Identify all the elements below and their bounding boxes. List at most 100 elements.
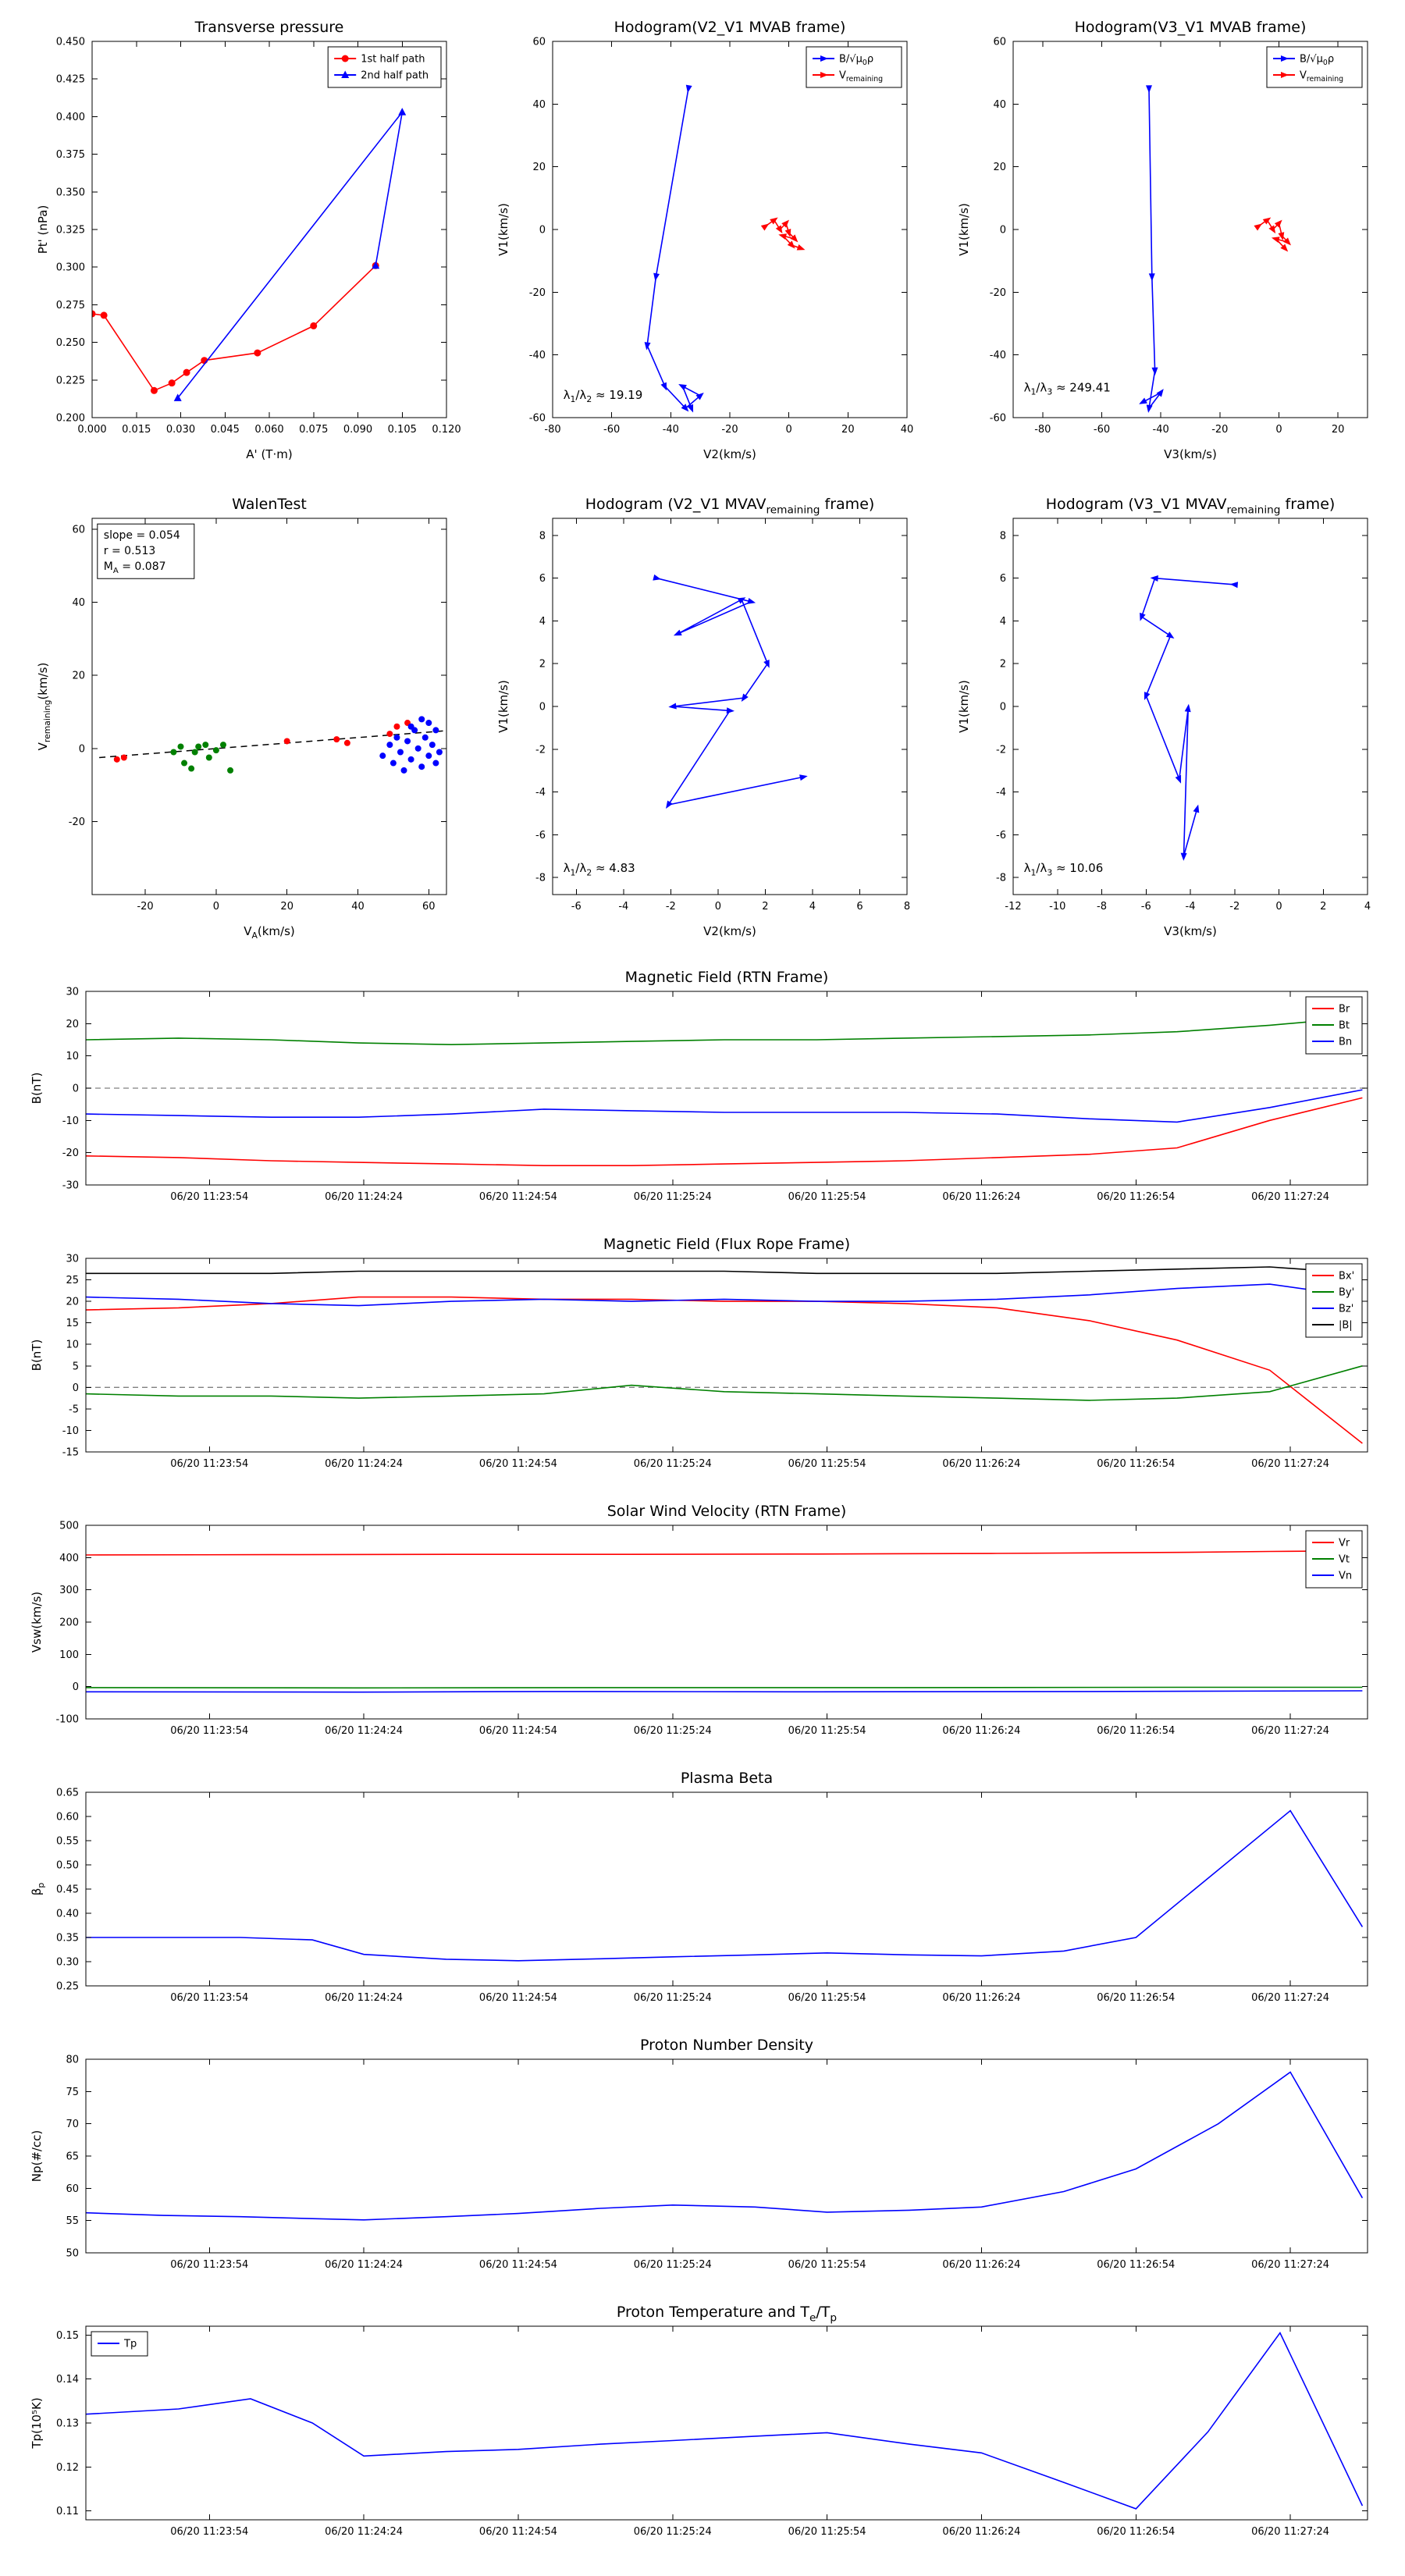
marker-dot [422, 734, 429, 741]
y-tick-label: 0.13 [56, 2418, 79, 2430]
series-Br [86, 1097, 1363, 1166]
y-tick-label: 0.350 [56, 187, 85, 198]
y-tick-label: 0.225 [56, 375, 85, 386]
marker-arrow [1268, 225, 1276, 234]
marker-dot [202, 742, 209, 749]
marker-arrow [1180, 852, 1187, 861]
y-tick-label: -20 [62, 1147, 79, 1159]
marker-triangle [173, 393, 182, 401]
y-axis-label: Vsw(km/s) [30, 1592, 44, 1653]
axes-frame [1012, 41, 1368, 418]
marker-dot [170, 749, 177, 756]
annotation: λ1/λ2 ≈ 4.83 [564, 861, 635, 877]
x-tick-label: 0.060 [254, 424, 283, 436]
y-tick-label: 40 [993, 99, 1006, 111]
marker-arrow [763, 660, 770, 668]
y-tick-label: 60 [993, 37, 1006, 48]
y-tick-label: 0.425 [56, 74, 85, 86]
marker-dot [414, 745, 422, 752]
marker-dot [389, 760, 397, 767]
marker-dot [386, 731, 393, 738]
legend-label: B/√μ0ρ [839, 54, 873, 68]
y-tick-label: 75 [66, 2087, 79, 2098]
series-Vn [86, 1690, 1363, 1693]
series-Tp [86, 2331, 1364, 2510]
axes-frame [1012, 518, 1368, 895]
annotation-line: MA = 0.087 [104, 560, 166, 575]
marker-dot [343, 739, 350, 746]
x-tick-label: 06/20 11:24:54 [479, 1725, 557, 1737]
x-tick-label: 06/20 11:24:54 [479, 1458, 557, 1470]
x-tick-label: 06/20 11:25:54 [788, 1191, 866, 1203]
plot-area [86, 1809, 1364, 1962]
y-tick-label: 0 [73, 1681, 79, 1693]
marker-dot [400, 767, 407, 774]
plot-area [86, 1266, 1363, 1444]
series-v-remaining-hodogram [1140, 577, 1235, 856]
chart-proton-density: 06/20 11:23:54 06/20 11:24:24 06/20 11:24:… [23, 2026, 1382, 2284]
x-tick-label: 0.015 [122, 424, 151, 436]
y-tick-label: 6 [539, 573, 546, 585]
marker-arrow [653, 574, 661, 581]
plot-area [86, 1550, 1363, 1693]
marker-dot [393, 734, 400, 741]
marker-dot [219, 742, 226, 749]
solar-wind-velocity-svg: 06/20 11:23:54 06/20 11:24:24 06/20 11:24:… [30, 1503, 1368, 1737]
marker-arrow [790, 234, 799, 243]
series-v-remaining-hodogram [656, 577, 803, 806]
marker-arrow [660, 382, 667, 391]
y-tick-label: 60 [72, 525, 85, 536]
y-tick-label: -4 [996, 787, 1006, 799]
y-tick-label: 0.14 [56, 2374, 79, 2386]
y-tick-label: 0.45 [56, 1884, 79, 1896]
marker-dot [205, 754, 212, 761]
chart-hodogram-v2v1-mvav: -6 -4 -2 0 2 4 6 8 -8 -6 -4 -2 0 2 4 6 8 Hodogram (V2_V1 … [484, 483, 921, 948]
series-fit-line [99, 730, 443, 759]
plot-area [86, 2071, 1364, 2221]
y-tick-label: 55 [66, 2215, 79, 2227]
y-tick-label: 20 [66, 1297, 79, 1308]
y-tick-label: -4 [535, 787, 546, 799]
chart-title: Transverse pressure [194, 19, 344, 36]
y-tick-label: 65 [66, 2151, 79, 2163]
hodogram-v3v1-mvab-svg: -80 -60 -40 -20 0 20 -60 -40 -20 0 20 40 60 Hodogram(… [957, 19, 1368, 461]
x-axis-label: V3(km/s) [1164, 924, 1217, 938]
x-tick-label: 06/20 11:25:24 [634, 1191, 712, 1203]
y-tick-label: -10 [62, 1115, 79, 1127]
y-tick-label: -20 [529, 287, 546, 299]
y-tick-label: 2 [1000, 659, 1006, 671]
y-tick-label: 60 [532, 37, 546, 48]
x-tick-label: 06/20 11:27:24 [1251, 2259, 1329, 2271]
x-tick-label: 0 [213, 901, 219, 913]
x-tick-label: 06/20 11:24:54 [479, 1191, 557, 1203]
plot-area [86, 2331, 1364, 2510]
y-tick-label: 50 [66, 2248, 79, 2260]
x-tick-label: 06/20 11:26:24 [942, 2526, 1020, 2538]
legend-box [327, 46, 442, 88]
y-tick-label: -2 [996, 744, 1006, 756]
marker-arrow [775, 225, 783, 234]
y-axis-label: Tp(10⁵K) [30, 2397, 44, 2449]
marker-arrow [1184, 703, 1191, 713]
y-tick-label: 0 [79, 743, 85, 755]
x-tick-label: 0.090 [343, 424, 372, 436]
marker-arrow [1280, 244, 1289, 252]
y-tick-label: 0.11 [56, 2506, 79, 2517]
y-tick-label: 0 [73, 1083, 79, 1095]
x-tick-label: 20 [280, 901, 293, 913]
x-tick-label: 06/20 11:26:24 [942, 2259, 1020, 2271]
time-series-stack: 06/20 11:23:54 06/20 11:24:24 06/20 11:24:… [0, 948, 1405, 2551]
marker-arrow [1175, 774, 1182, 784]
legend-label: Vt [1339, 1554, 1350, 1566]
legend-label: Vr [1339, 1538, 1350, 1550]
chart-hodogram-v3v1-mvab: -80 -60 -40 -20 0 20 -60 -40 -20 0 20 40 60 Hodogram(… [944, 6, 1382, 471]
x-tick-label: 06/20 11:26:54 [1097, 2526, 1175, 2538]
y-tick-label: 10 [66, 1340, 79, 1351]
chart-title: Hodogram (V2_V1 MVAVremaining frame) [585, 496, 875, 516]
marker-dot [181, 760, 188, 767]
proton-density-svg: 06/20 11:23:54 06/20 11:24:24 06/20 11:24:… [30, 2037, 1368, 2271]
marker-arrow [1146, 404, 1153, 413]
x-axis-label: V2(km/s) [703, 447, 756, 461]
x-tick-label: 0.120 [432, 424, 461, 436]
marker-arrow [760, 223, 770, 231]
